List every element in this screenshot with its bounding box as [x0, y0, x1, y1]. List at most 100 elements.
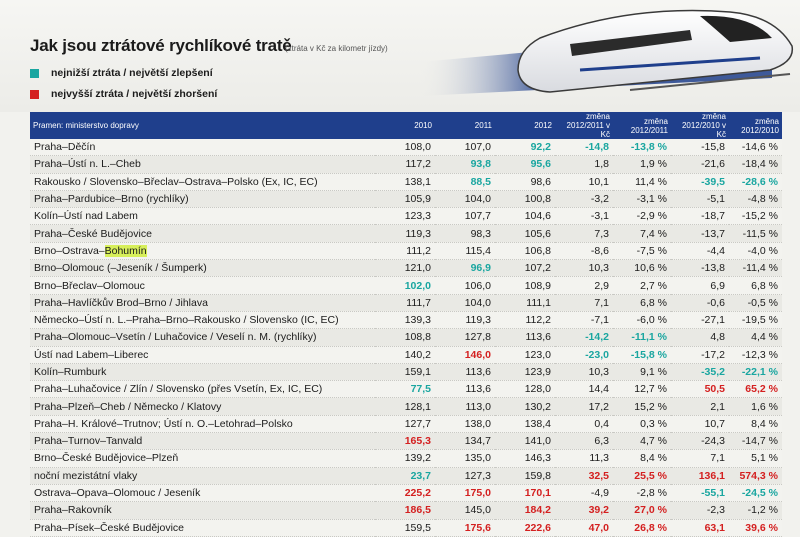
change-12-11-kc: 39,2 [555, 501, 613, 520]
route-name: noční mezistátní vlaky [34, 469, 138, 482]
route-name-cell: Praha–Písek–České Budějovice [30, 519, 375, 537]
change-12-11-pct: -15,8 % [613, 346, 671, 364]
value-2012: 123,9 [495, 363, 555, 382]
table-row: Praha–Pardubice–Brno (rychlíky) 105,9 104,… [30, 190, 782, 209]
change-12-10-kc: 10,7 [671, 415, 729, 434]
table-row: Praha–Luhačovice / Zlín / Slovensko (pře… [30, 380, 782, 399]
value-2011: 145,0 [435, 501, 495, 520]
route-name-cell: Brno–České Budějovice–Plzeň [30, 449, 375, 468]
table-body: Praha–Děčín 108,0 107,0 92,2 -14,8 -13,8 % -15… [30, 139, 782, 537]
value-2012: 95,6 [495, 155, 555, 174]
value-2011: 88,5 [435, 173, 495, 191]
route-name: Brno–Břeclav–Olomouc [34, 279, 145, 292]
change-12-11-kc: 6,3 [555, 432, 613, 451]
route-name-cell: Německo–Ústí n. L.–Praha–Brno–Rakousko /… [30, 311, 375, 330]
value-2012: 138,4 [495, 415, 555, 434]
change-12-10-pct: -18,4 % [729, 155, 782, 174]
table-row: Praha–Ústí n. L.–Cheb 117,2 93,8 95,6 1,8 1,9… [30, 155, 782, 174]
change-12-10-kc: 50,5 [671, 380, 729, 399]
change-12-10-kc: -35,2 [671, 363, 729, 382]
table-row: Praha–H. Králové–Trutnov; Ústí n. O.–Let… [30, 415, 782, 434]
change-12-10-pct: -28,6 % [729, 173, 782, 191]
change-12-10-pct: -11,4 % [729, 259, 782, 278]
table-row: Praha–Rakovník 186,5 145,0 184,2 39,2 27,0 % -… [30, 501, 782, 520]
change-12-10-kc: 4,8 [671, 328, 729, 347]
change-12-10-kc: 63,1 [671, 519, 729, 537]
value-2011: 138,0 [435, 415, 495, 434]
value-2012: 106,8 [495, 242, 555, 261]
change-12-10-pct: -22,1 % [729, 363, 782, 382]
table-row: noční mezistátní vlaky 23,7 127,3 159,8 32,5… [30, 467, 782, 485]
value-2011: 134,7 [435, 432, 495, 451]
value-2012: 159,8 [495, 467, 555, 485]
change-12-10-pct: -4,8 % [729, 190, 782, 209]
legend-worst: nejvyšší ztráta / největší zhoršení [30, 88, 217, 100]
header-change-12-11-kc: změna 2012/2011 v Kč [555, 112, 613, 139]
table-row: Praha–Děčín 108,0 107,0 92,2 -14,8 -13,8 % -15… [30, 139, 782, 157]
change-12-10-kc: 2,1 [671, 397, 729, 416]
loss-table: Pramen: ministerstvo dopravy 2010 2011 2… [30, 112, 782, 537]
value-2010: 139,3 [375, 311, 435, 330]
change-12-11-kc: -7,1 [555, 311, 613, 330]
change-12-11-kc: -23,0 [555, 346, 613, 364]
value-2012: 222,6 [495, 519, 555, 537]
change-12-11-pct: -11,1 % [613, 328, 671, 347]
value-2011: 127,3 [435, 467, 495, 485]
change-12-10-pct: -19,5 % [729, 311, 782, 330]
change-12-11-pct: 27,0 % [613, 501, 671, 520]
route-name-cell: Praha–Plzeň–Cheb / Německo / Klatovy [30, 397, 375, 416]
value-2010: 23,7 [375, 467, 435, 485]
value-2011: 135,0 [435, 449, 495, 468]
value-2010: 159,5 [375, 519, 435, 537]
legend-best-label: nejnižší ztráta / největší zlepšení [51, 67, 213, 79]
value-2011: 106,0 [435, 276, 495, 295]
route-name-cell: Kolín–Rumburk [30, 363, 375, 382]
table-row: Praha–Plzeň–Cheb / Německo / Klatovy 128,… [30, 397, 782, 416]
route-name: Praha–Havlíčkův Brod–Brno / Jihlava [34, 296, 208, 309]
change-12-11-pct: -7,5 % [613, 242, 671, 261]
change-12-11-kc: -14,8 [555, 139, 613, 157]
route-name: Ostrava–Opava–Olomouc / Jeseník [34, 487, 201, 500]
route-name: Brno–Ostrava– [34, 244, 105, 257]
value-2012: 170,1 [495, 484, 555, 503]
route-name-cell: noční mezistátní vlaky [30, 467, 375, 485]
change-12-11-pct: -13,8 % [613, 139, 671, 157]
change-12-11-pct: -2,8 % [613, 484, 671, 503]
header-2011: 2011 [435, 112, 495, 139]
value-2010: 119,3 [375, 224, 435, 243]
value-2010: 105,9 [375, 190, 435, 209]
legend-worst-label: nejvyšší ztráta / největší zhoršení [51, 88, 218, 100]
change-12-11-kc: 47,0 [555, 519, 613, 537]
value-2011: 175,0 [435, 484, 495, 503]
change-12-10-kc: -13,8 [671, 259, 729, 278]
route-name-cell: Praha–Olomouc–Vsetín / Luhačovice / Vese… [30, 328, 375, 347]
value-2012: 111,1 [495, 294, 555, 312]
route-name: Brno–Olomouc (–Jeseník / Šumperk) [34, 262, 207, 275]
value-2010: 117,2 [375, 155, 435, 174]
change-12-11-pct: 15,2 % [613, 397, 671, 416]
change-12-10-pct: 574,3 % [729, 467, 782, 485]
route-name-cell: Praha–Rakovník [30, 501, 375, 520]
change-12-11-kc: 11,3 [555, 449, 613, 468]
red-swatch-icon [30, 89, 39, 99]
route-name: Brno–České Budějovice–Plzeň [34, 452, 179, 465]
value-2010: 111,2 [375, 242, 435, 261]
route-name: Praha–Turnov–Tanvald [34, 435, 143, 448]
change-12-11-kc: -3,2 [555, 190, 613, 209]
change-12-10-pct: 8,4 % [729, 415, 782, 434]
value-2012: 98,6 [495, 173, 555, 191]
value-2012: 113,6 [495, 328, 555, 347]
value-2010: 123,3 [375, 207, 435, 226]
change-12-11-pct: 25,5 % [613, 467, 671, 485]
route-name: Ústí nad Labem–Liberec [34, 348, 149, 361]
change-12-11-kc: 7,3 [555, 224, 613, 243]
header-2012: 2012 [495, 112, 555, 139]
change-12-10-kc: -21,6 [671, 155, 729, 174]
change-12-11-kc: 1,8 [555, 155, 613, 174]
table-row: Praha–Olomouc–Vsetín / Luhačovice / Vese… [30, 328, 782, 347]
value-2012: 128,0 [495, 380, 555, 399]
teal-swatch-icon [30, 68, 39, 78]
value-2010: 165,3 [375, 432, 435, 451]
value-2010: 111,7 [375, 294, 435, 312]
change-12-10-kc: -2,3 [671, 501, 729, 520]
